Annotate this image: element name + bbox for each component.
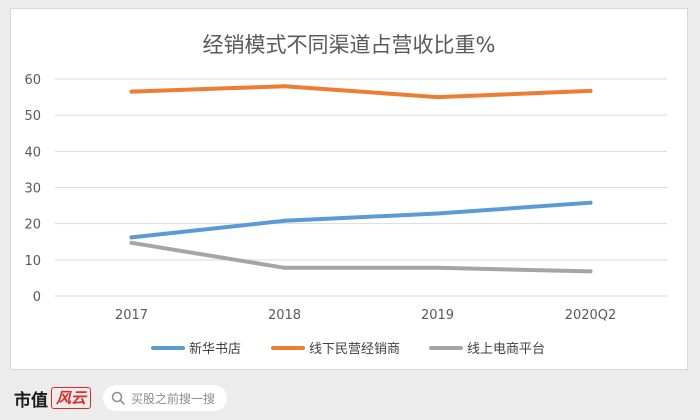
data-point [129,240,134,245]
data-point [435,211,440,216]
chart-title: 经销模式不同渠道占营收比重% [203,33,496,57]
y-tick-label: 40 [24,145,41,160]
brand-mark: 风云 [51,387,92,409]
y-axis-ticks: 0 10 20 30 40 50 60 [24,73,41,305]
data-point [588,269,593,274]
legend: 新华书店 线下民营经销商 线上电商平台 [151,341,545,357]
y-tick-label: 30 [24,182,41,197]
brand-text: 市值 [14,390,48,411]
y-tick-label: 0 [33,290,41,305]
brand-logo: 市值 风云 [14,386,92,411]
x-tick-label: 2018 [268,308,301,323]
series-line-1 [129,84,593,100]
series-line-2 [129,240,593,274]
x-axis-ticks: 2017 2018 2019 2020Q2 [115,308,616,323]
legend-label: 线下民营经销商 [309,342,400,357]
gridlines [55,78,667,297]
y-tick-label: 60 [24,73,41,88]
data-point [282,265,287,270]
legend-label: 线上电商平台 [467,342,545,357]
data-point [588,200,593,205]
search-icon [111,391,125,405]
search-placeholder: 买股之前搜一搜 [131,391,216,406]
y-tick-label: 20 [24,218,41,233]
search-box[interactable]: 买股之前搜一搜 [103,385,228,411]
chart-card: 经销模式不同渠道占营收比重% 0 10 20 30 40 50 60 2017 2018 201… [10,8,688,370]
data-point [129,89,134,94]
data-point [435,265,440,270]
x-tick-label: 2019 [421,308,454,323]
data-point [588,88,593,93]
x-tick-label: 2020Q2 [565,308,617,323]
data-point [129,235,134,240]
y-tick-label: 50 [24,109,41,124]
y-tick-label: 10 [24,254,41,269]
x-tick-label: 2017 [115,308,148,323]
series-line-0 [129,200,593,240]
legend-label: 新华书店 [189,341,241,357]
data-point [282,218,287,223]
data-point [282,84,287,89]
data-point [435,95,440,100]
series-lines [129,84,593,274]
footer-bar: 市值 风云 买股之前搜一搜 [0,376,700,420]
